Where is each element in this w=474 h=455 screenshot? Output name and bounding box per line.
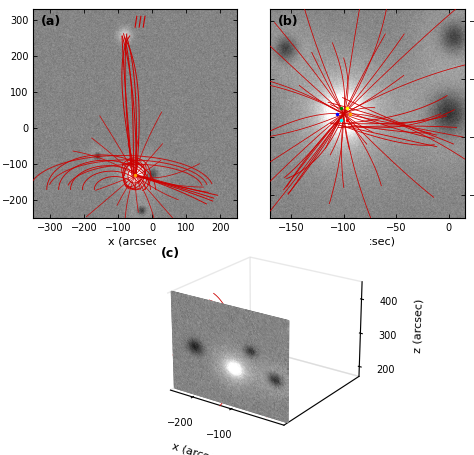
X-axis label: x (arcsec): x (arcsec) bbox=[171, 440, 227, 455]
Text: (c): (c) bbox=[160, 247, 180, 260]
X-axis label: x (arcsec): x (arcsec) bbox=[340, 236, 395, 246]
Text: (b): (b) bbox=[278, 15, 299, 28]
Text: (a): (a) bbox=[41, 15, 62, 28]
X-axis label: x (arcsec): x (arcsec) bbox=[108, 236, 163, 246]
Point bbox=[131, 172, 139, 179]
